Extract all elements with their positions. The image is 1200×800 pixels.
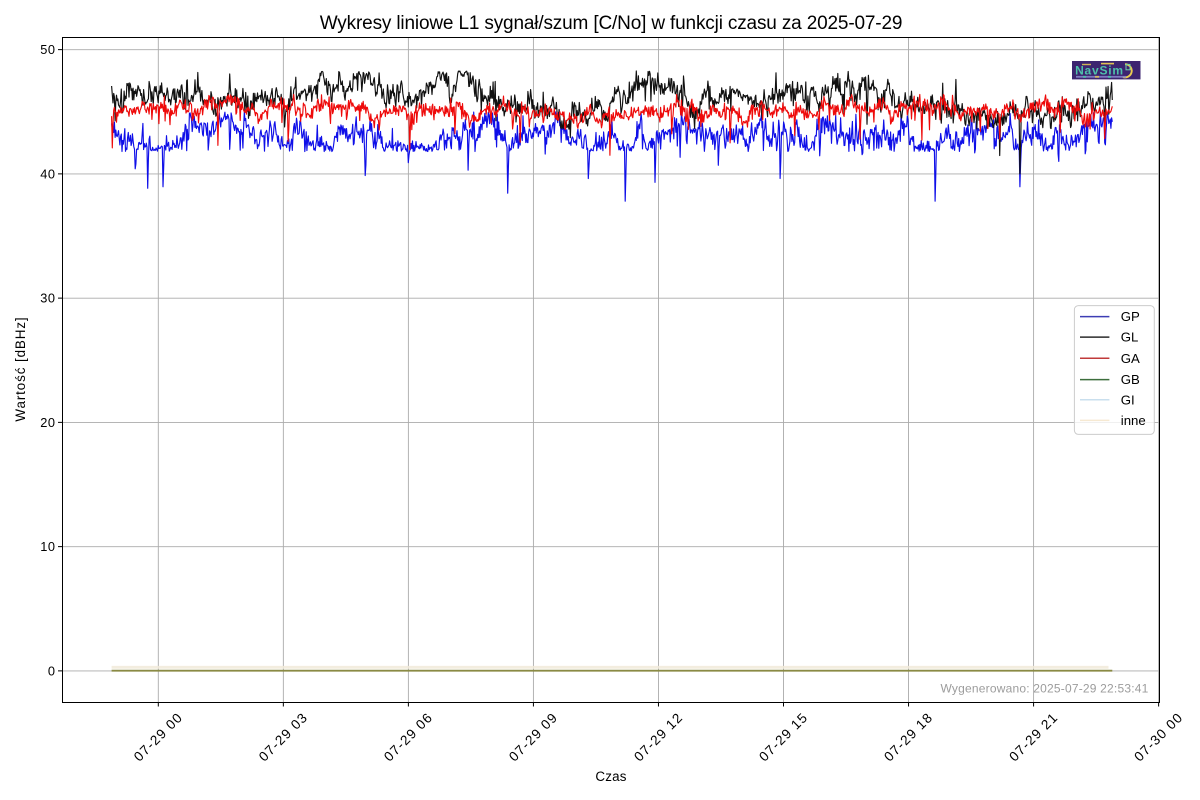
- svg-text:GB: GB: [1121, 372, 1140, 387]
- svg-text:inne: inne: [1121, 413, 1146, 428]
- svg-text:Wartość [dBHz]: Wartość [dBHz]: [13, 316, 28, 421]
- svg-text:Wygenerowano: 2025-07-29 22:53: Wygenerowano: 2025-07-29 22:53:41: [941, 682, 1149, 696]
- svg-text:GI: GI: [1121, 392, 1135, 407]
- svg-text:20: 20: [40, 415, 55, 430]
- svg-text:GL: GL: [1121, 330, 1139, 345]
- svg-text:40: 40: [40, 166, 55, 181]
- svg-text:Wykresy liniowe L1 sygnał/szum: Wykresy liniowe L1 sygnał/szum [C/No] w …: [320, 13, 903, 34]
- svg-text:50: 50: [40, 42, 55, 57]
- svg-text:Czas: Czas: [595, 769, 626, 784]
- svg-text:30: 30: [40, 291, 55, 306]
- svg-text:0: 0: [48, 663, 56, 678]
- svg-text:10: 10: [40, 539, 55, 554]
- svg-text:GP: GP: [1121, 309, 1140, 324]
- svg-text:NavSim: NavSim: [1075, 64, 1124, 78]
- svg-text:GA: GA: [1121, 351, 1140, 366]
